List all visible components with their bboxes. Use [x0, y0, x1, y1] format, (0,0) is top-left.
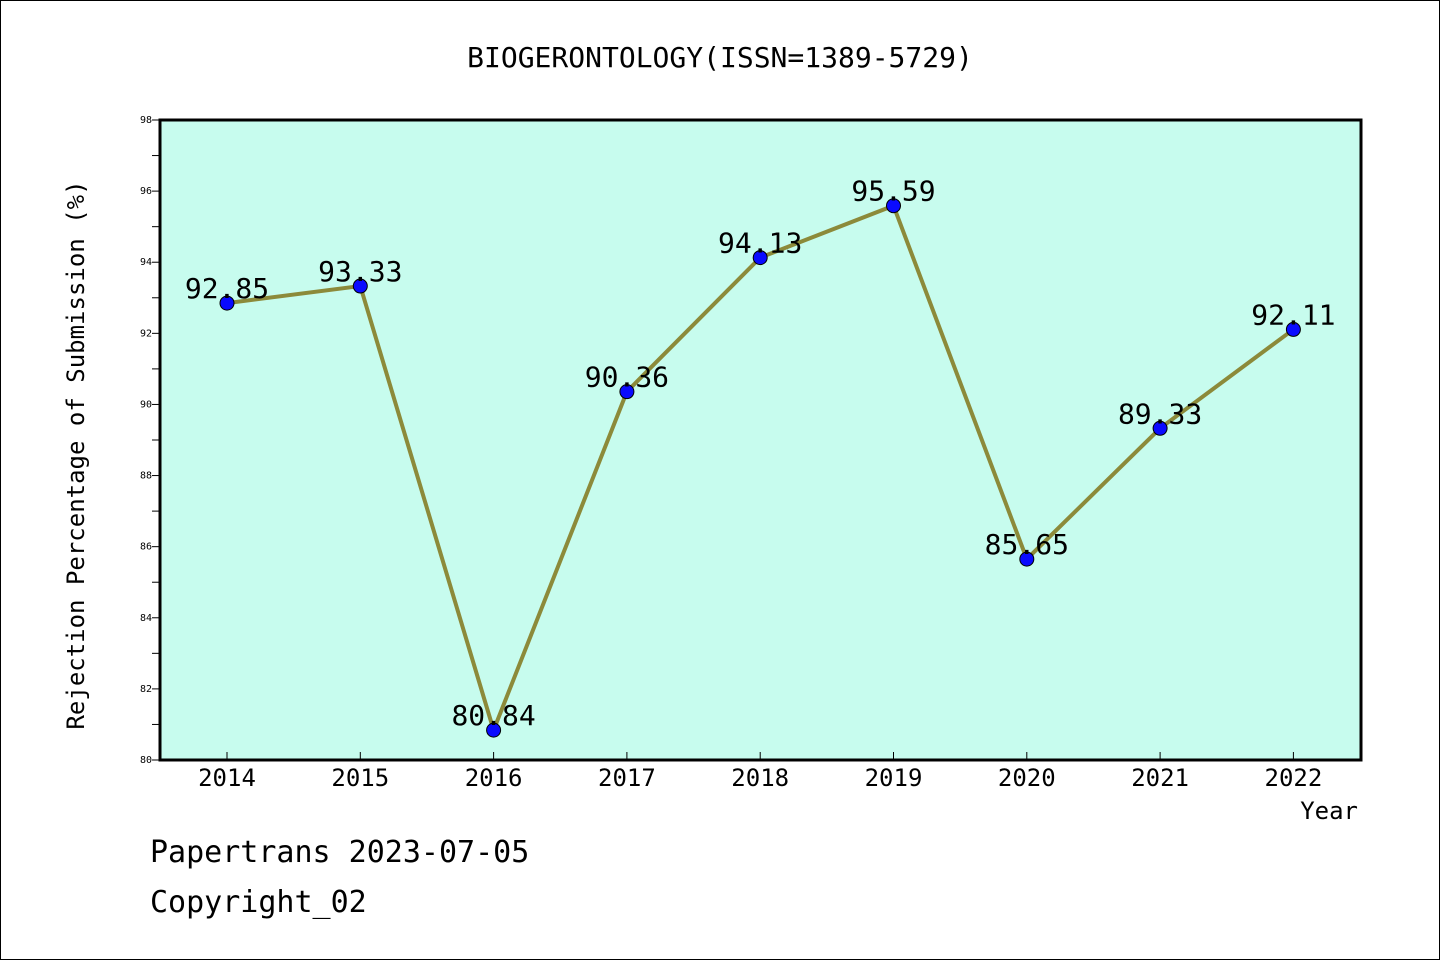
x-tick-label: 2016 — [465, 764, 523, 792]
y-tick-label: 90 — [140, 399, 152, 410]
y-tick-label: 86 — [140, 542, 152, 553]
y-axis: 80 82 84 86 88 90 92 94 96 98 — [140, 115, 160, 766]
data-label: 95.59 — [851, 175, 935, 208]
plot-area — [158, 118, 1363, 762]
y-tick-label: 82 — [140, 684, 152, 695]
y-tick-label: 98 — [140, 115, 152, 126]
y-tick-label: 96 — [140, 186, 152, 197]
data-label: 85.65 — [985, 528, 1069, 561]
data-point — [219, 295, 235, 311]
data-label: 90.36 — [585, 361, 669, 394]
y-tick-label: 80 — [140, 755, 152, 766]
data-label: 92.11 — [1251, 298, 1335, 331]
y-axis-label: Rejection Percentage of Submission (%) — [62, 180, 90, 729]
data-label: 93.33 — [318, 255, 402, 288]
x-tick-label: 2014 — [198, 764, 256, 792]
x-tick-label: 2015 — [331, 764, 389, 792]
x-tick-label: 2021 — [1131, 764, 1189, 792]
data-label: 80.84 — [451, 699, 535, 732]
data-point — [1152, 420, 1168, 436]
data-point — [752, 250, 768, 266]
y-tick-label: 92 — [140, 328, 152, 339]
x-tick-label: 2022 — [1265, 764, 1323, 792]
y-tick-label: 94 — [140, 257, 152, 268]
x-tick-label: 2018 — [731, 764, 789, 792]
data-label: 89.33 — [1118, 397, 1202, 430]
data-point — [1019, 551, 1035, 567]
data-point — [352, 278, 368, 294]
chart-title: BIOGERONTOLOGY(ISSN=1389-5729) — [467, 41, 973, 74]
data-point — [886, 198, 901, 214]
x-axis: 2014 2015 2016 2017 2018 2019 2020 2021 2022 — [198, 752, 1322, 792]
x-axis-label: Year — [1300, 797, 1358, 825]
footer-copyright: Copyright_02 — [150, 885, 367, 920]
data-label: 94.13 — [718, 227, 802, 260]
data-label: 92.85 — [185, 272, 269, 305]
y-tick-label: 84 — [140, 613, 152, 624]
data-point — [619, 384, 635, 400]
x-tick-label: 2019 — [865, 764, 923, 792]
x-tick-label: 2020 — [998, 764, 1056, 792]
data-labels: 92.85 93.33 80.84 90.36 94.13 95.59 85.65 89.33… — [185, 175, 1336, 732]
data-point — [486, 722, 502, 738]
x-tick-label: 2017 — [598, 764, 656, 792]
data-point — [1285, 321, 1301, 337]
y-tick-label: 88 — [140, 471, 152, 482]
footer-date: Papertrans 2023-07-05 — [150, 835, 530, 870]
series-rejection — [219, 198, 1301, 738]
